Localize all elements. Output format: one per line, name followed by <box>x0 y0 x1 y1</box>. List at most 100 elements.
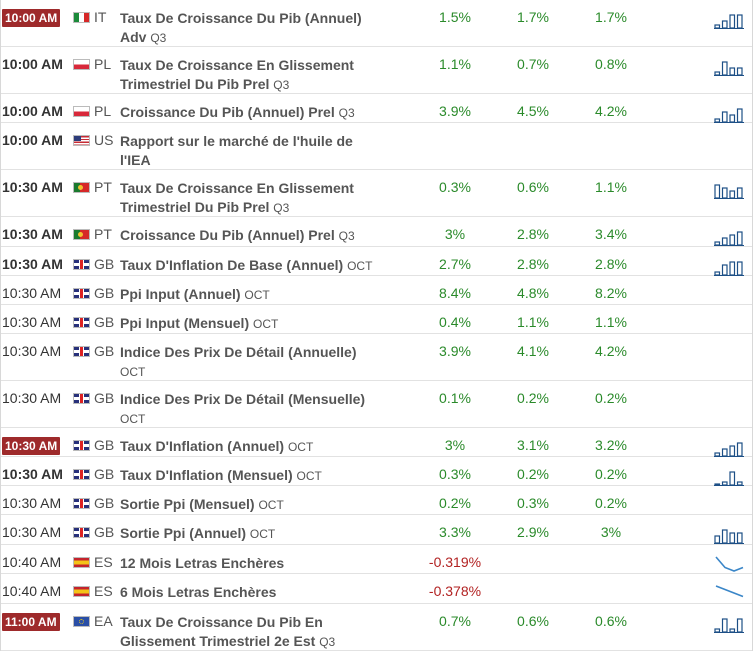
event-row[interactable]: 10:30 AM GB Ppi Input (Mensuel) OCT 0.4% 1.1… <box>1 305 752 334</box>
flag-gb-icon <box>73 440 90 451</box>
event-name[interactable]: Taux De Croissance Du Pib (Annuel) Adv Q… <box>120 0 382 48</box>
country-code: ES <box>94 583 113 599</box>
event-title[interactable]: 6 Mois Letras Enchères <box>120 584 277 600</box>
consensus-value: 0.7% <box>517 56 549 72</box>
event-name[interactable]: Sortie Ppi (Mensuel) OCT <box>120 486 382 515</box>
event-title[interactable]: Ppi Input (Mensuel) <box>120 315 250 331</box>
event-row[interactable]: 10:40 AM ES 12 Mois Letras Enchères -0.319% <box>1 545 752 574</box>
event-title[interactable]: Sortie Ppi (Annuel) <box>120 525 246 541</box>
event-time: 10:30 AM <box>2 226 63 242</box>
event-title[interactable]: Taux De Croissance En Glissement Trimest… <box>120 180 354 215</box>
flag-es-icon <box>73 586 90 597</box>
event-time-cell: 10:30 AM <box>1 334 64 359</box>
event-row[interactable]: 10:30 AM GB Ppi Input (Annuel) OCT 8.4% 4.8%… <box>1 276 752 305</box>
consensus-value: 4.1% <box>517 343 549 359</box>
event-time: 10:30 AM <box>2 256 63 272</box>
event-title[interactable]: Indice Des Prix De Détail (Annuelle) <box>120 344 357 360</box>
sparkline-bar <box>729 445 736 457</box>
event-name[interactable]: Rapport sur le marché de l'huile de l'IE… <box>120 123 382 170</box>
event-row[interactable]: 10:30 AM GB Indice Des Prix De Détail (Men… <box>1 381 752 428</box>
event-name[interactable]: Taux D'Inflation De Base (Annuel) OCT <box>120 247 382 276</box>
event-name[interactable]: Ppi Input (Annuel) OCT <box>120 276 382 305</box>
history-sparkline[interactable] <box>714 612 746 634</box>
event-row[interactable]: 10:30 AM GB Taux D'Inflation (Mensuel) OCT… <box>1 457 752 486</box>
history-sparkline[interactable] <box>714 255 746 277</box>
event-name[interactable]: Indice Des Prix De Détail (Mensuelle) OC… <box>120 381 382 429</box>
history-sparkline[interactable] <box>714 436 746 458</box>
event-row[interactable]: 10:00 AM PL Taux De Croissance En Glisseme… <box>1 47 752 94</box>
event-time-cell: 10:30 AM <box>1 170 64 195</box>
event-title[interactable]: Sortie Ppi (Mensuel) <box>120 496 255 512</box>
event-name[interactable]: Croissance Du Pib (Annuel) Prel Q3 <box>120 94 382 123</box>
history-sparkline[interactable] <box>714 553 746 575</box>
event-row[interactable]: 10:30 AM GB Indice Des Prix De Détail (Ann… <box>1 334 752 381</box>
consensus-value <box>494 545 572 554</box>
sparkline-bar <box>736 618 743 633</box>
event-row[interactable]: 10:30 AM PT Taux De Croissance En Glisseme… <box>1 170 752 217</box>
event-title[interactable]: Rapport sur le marché de l'huile de l'IE… <box>120 133 353 168</box>
event-row[interactable]: 10:30 AM GB Sortie Ppi (Annuel) OCT 3.3% 2.9… <box>1 515 752 545</box>
event-title[interactable]: Taux D'Inflation De Base (Annuel) <box>120 257 344 273</box>
history-sparkline[interactable] <box>714 523 746 545</box>
event-title[interactable]: Taux De Croissance Du Pib En Glissement … <box>120 614 323 649</box>
event-period: OCT <box>296 469 322 483</box>
sparkline-bar <box>721 529 728 544</box>
flag-gb-icon <box>73 527 90 538</box>
event-row[interactable]: 10:30 AM PT Croissance Du Pib (Annuel) Pre… <box>1 217 752 247</box>
flag-gb-icon <box>73 317 90 328</box>
event-name[interactable]: 12 Mois Letras Enchères <box>120 545 382 573</box>
consensus-value: 0.6% <box>517 179 549 195</box>
event-name[interactable]: Taux De Croissance En Glissement Trimest… <box>120 47 382 95</box>
flag-gb-icon <box>73 393 90 404</box>
sparkline-bar <box>721 264 728 276</box>
event-title[interactable]: Taux De Croissance Du Pib (Annuel) Adv <box>120 10 362 45</box>
event-title[interactable]: Taux D'Inflation (Annuel) <box>120 438 285 454</box>
event-name[interactable]: Sortie Ppi (Annuel) OCT <box>120 515 382 544</box>
event-row[interactable]: 11:00 AM EA Taux De Croissance Du Pib En G… <box>1 604 752 651</box>
event-row[interactable]: 10:40 AM ES 6 Mois Letras Enchères -0.378% <box>1 574 752 604</box>
event-title[interactable]: Taux De Croissance En Glissement Trimest… <box>120 57 354 92</box>
event-name[interactable]: Croissance Du Pib (Annuel) Prel Q3 <box>120 217 382 246</box>
event-period: Q3 <box>319 635 336 649</box>
country-code: IT <box>94 9 107 25</box>
event-period: Q3 <box>338 106 355 120</box>
event-name[interactable]: Taux De Croissance Du Pib En Glissement … <box>120 604 382 652</box>
event-row[interactable]: 10:00 AM US Rapport sur le marché de l'hui… <box>1 123 752 170</box>
history-sparkline[interactable] <box>714 225 746 247</box>
history-sparkline[interactable] <box>714 465 746 487</box>
history-sparkline[interactable] <box>714 55 746 77</box>
event-row[interactable]: 10:30 AM GB Sortie Ppi (Mensuel) OCT 0.2% 0.… <box>1 486 752 515</box>
event-row[interactable]: 10:00 AM PL Croissance Du Pib (Annuel) Pre… <box>1 94 752 123</box>
history-sparkline[interactable] <box>714 178 746 200</box>
history-sparkline[interactable] <box>714 102 746 124</box>
country-code: GB <box>94 495 115 511</box>
flag-gb-icon <box>73 259 90 270</box>
consensus-value <box>494 574 572 583</box>
event-row[interactable]: 10:00 AM IT Taux De Croissance Du Pib (Ann… <box>1 0 752 47</box>
event-name[interactable]: Taux D'Inflation (Annuel) OCT <box>120 428 382 457</box>
event-title[interactable]: 12 Mois Letras Enchères <box>120 555 285 571</box>
event-time: 10:30 AM <box>2 524 62 540</box>
event-name[interactable]: Taux De Croissance En Glissement Trimest… <box>120 170 382 218</box>
event-name[interactable]: Taux D'Inflation (Mensuel) OCT <box>120 457 382 486</box>
sparkline-line <box>715 556 744 572</box>
event-title[interactable]: Croissance Du Pib (Annuel) Prel <box>120 104 335 120</box>
history-sparkline[interactable] <box>714 582 746 604</box>
sparkline-bar <box>736 481 743 486</box>
event-name[interactable]: Indice Des Prix De Détail (Annuelle) OCT <box>120 334 382 382</box>
sparkline-bar <box>729 234 736 246</box>
event-title[interactable]: Indice Des Prix De Détail (Mensuelle) <box>120 391 366 407</box>
consensus-value: 0.6% <box>517 613 549 629</box>
event-period: Q3 <box>273 201 290 215</box>
event-row[interactable]: 10:30 AM GB Taux D'Inflation De Base (Annu… <box>1 247 752 276</box>
event-title[interactable]: Ppi Input (Annuel) <box>120 286 241 302</box>
event-row[interactable]: 10:30 AM GB Taux D'Inflation (Annuel) OCT 3… <box>1 428 752 457</box>
actual-value: 3.9% <box>439 103 471 119</box>
history-sparkline[interactable] <box>714 8 746 30</box>
consensus-value <box>494 123 572 132</box>
event-time-cell: 10:40 AM <box>1 545 64 570</box>
event-name[interactable]: 6 Mois Letras Enchères <box>120 574 382 602</box>
event-title[interactable]: Taux D'Inflation (Mensuel) <box>120 467 293 483</box>
event-title[interactable]: Croissance Du Pib (Annuel) Prel <box>120 227 335 243</box>
event-name[interactable]: Ppi Input (Mensuel) OCT <box>120 305 382 334</box>
